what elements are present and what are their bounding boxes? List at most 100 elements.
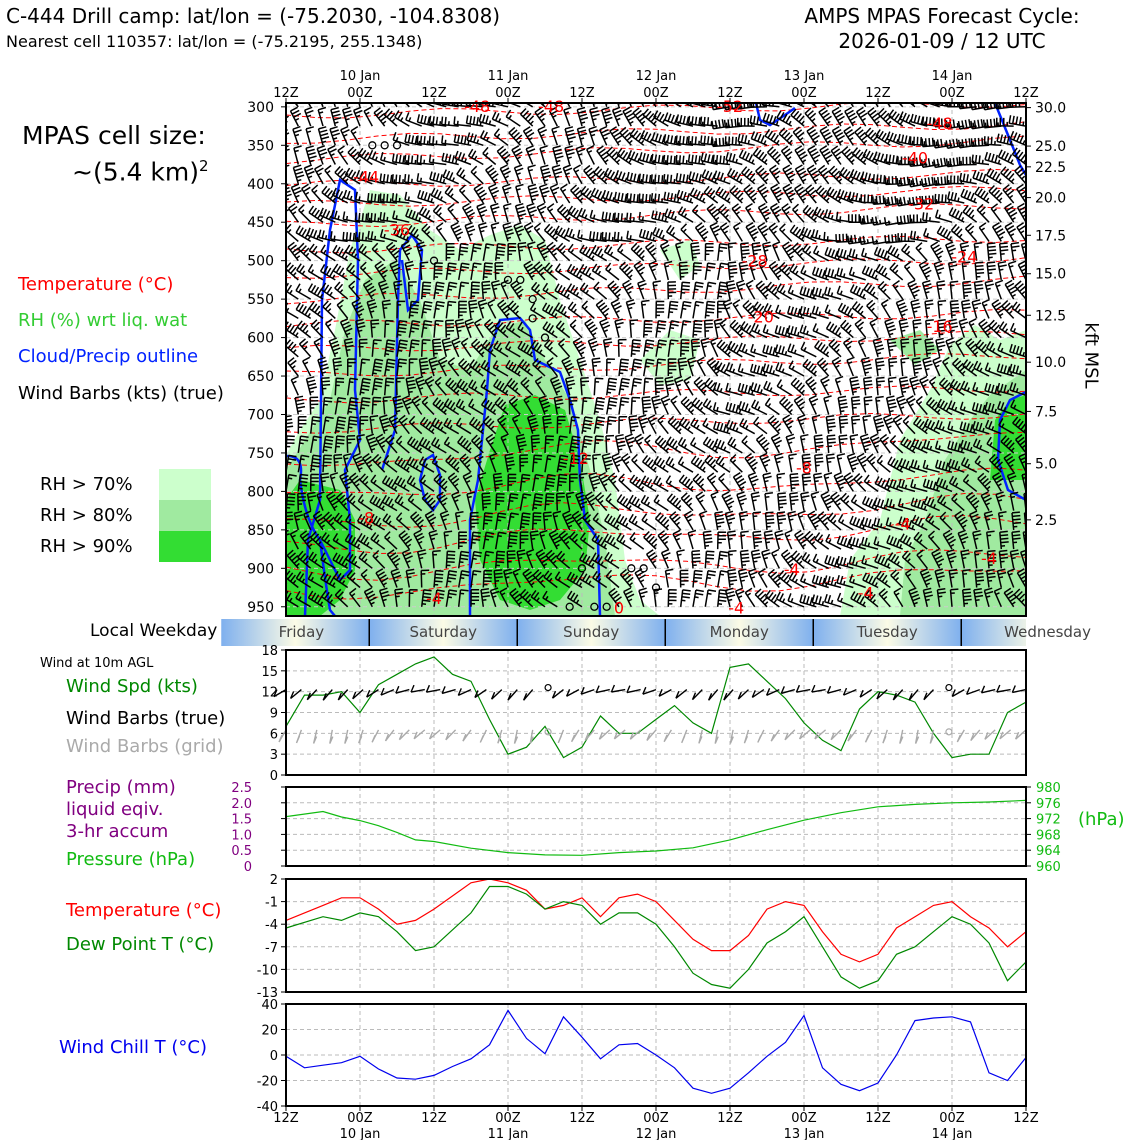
wind-barb [576,106,589,127]
wind-barb [1009,382,1026,397]
wind-barb [899,533,916,550]
wind-barb [911,357,923,377]
wind-barb [948,475,965,493]
wind-barb-true [876,689,888,700]
wind-barb [319,207,336,223]
wind-barb [346,358,356,377]
wind-barb [875,376,885,396]
wind-barb [738,342,755,358]
wind-barb [713,170,731,185]
wind-barb [812,245,830,262]
wind-barb [912,319,922,338]
wind-barb [492,472,503,492]
calm-wind-marker-grid [544,728,552,736]
wind-barb [286,393,287,396]
wind-barb [762,363,780,377]
wind-barb [897,498,916,512]
wind-barb [807,145,821,165]
wind-barb [824,209,842,223]
wind-barb [568,396,578,415]
wind-barb [577,229,595,243]
wind-barb [556,550,571,569]
wind-barb [910,459,928,473]
wind-barb [718,472,731,492]
wind-barb [371,358,384,377]
temperature-contour-label: -28 [742,251,768,270]
wind-barb [346,377,359,396]
wind-barb [363,106,373,127]
wind-barb [439,510,450,531]
wind-barb [548,106,559,127]
precip-label-3: 3-hr accum [66,821,169,842]
wind-barb [317,356,329,377]
wind-barb [699,116,718,127]
wind-barb [292,164,305,185]
wind-barb [325,491,340,511]
wind-barb [308,551,324,569]
wind-barb [575,491,588,511]
kft-tick-label: 5.0 [1035,457,1057,473]
wind-barb [860,536,879,550]
wind-barb [581,396,592,415]
wind-barb [935,337,946,357]
wind-barb [910,479,928,493]
wind-barb [630,377,642,396]
wind-barb [404,260,414,281]
precip-tick-label: 1.0 [231,828,252,843]
wind-barb [445,589,458,607]
wind-barb [294,395,306,415]
wind-barb [457,243,469,261]
wind-barb [568,416,580,434]
wind-barb [922,587,933,607]
wind-barb [354,231,373,243]
wind-barb [745,222,759,242]
wind-barb-grid [598,729,611,740]
wind-barb [432,204,447,223]
wind-barb [663,191,681,204]
wind-barb [618,473,632,492]
wind-barb [297,435,309,454]
wind-barb [526,202,537,223]
wind-barb [763,303,780,320]
wind-barb [357,494,373,512]
wind-barb [371,242,386,262]
wind-barb [737,382,755,397]
wind-barb [623,587,635,608]
wind-barb [667,320,680,338]
wind-barb [689,187,706,204]
wind-barb [653,588,663,607]
wind-barb-true [780,686,795,695]
wind-barb [559,183,571,204]
wind-barb [764,511,775,530]
wind-barb-grid [714,729,719,744]
wind-barb [717,203,731,223]
wind-barb [836,555,854,570]
kft-tick-label: 2.5 [1035,513,1057,529]
wind-barb [404,154,422,166]
wind-barb [621,279,634,300]
wind-barb [597,471,610,492]
wind-barb [584,491,597,511]
wind-barb [400,241,413,262]
wind-barb [799,594,817,608]
wind-barb [494,396,509,416]
wind-barb [934,193,953,204]
wind-barb [848,555,866,570]
wind-barb [828,165,843,185]
wind-barb [889,434,904,454]
wind-barb [948,318,959,338]
wind-barb [606,146,621,166]
wind-barb [780,549,795,569]
pressure-tick-label: 968 [1036,828,1061,843]
wind-barb [934,103,953,108]
wind-barb [473,452,484,473]
wind-barb [482,531,495,550]
wind-barb [391,174,410,185]
wind-barb-true [737,689,749,700]
wind-barb [441,337,452,357]
wind-barb [690,338,701,357]
wind-barb [295,225,312,243]
wind-barb [958,103,977,110]
wind-barb [794,529,808,550]
value-tick-label: -4 [265,918,278,933]
